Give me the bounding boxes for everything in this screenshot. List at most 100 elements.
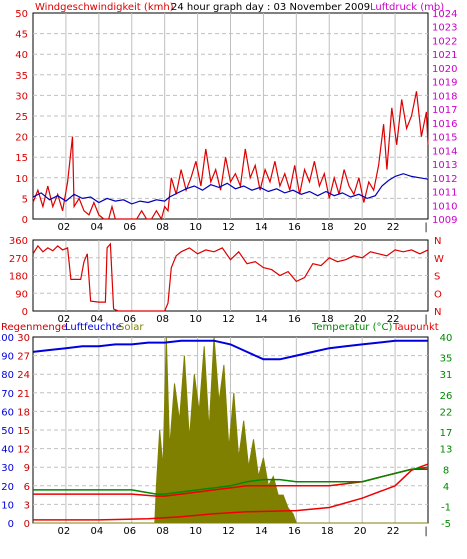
x-tick-label: 08 <box>156 314 169 325</box>
x-tick-label: | <box>424 526 427 537</box>
y-right-tick-label: 1024 <box>432 9 457 20</box>
y-left-tick-label: 50 <box>15 9 28 20</box>
temperature-tick-label: -1 <box>441 502 451 513</box>
y-right-tick-label: 1013 <box>432 160 457 171</box>
humidity-tick-label: 80 <box>1 370 14 381</box>
x-tick-label: 02 <box>58 314 71 325</box>
pressure-axis-label: Luftdruck (mb) <box>370 2 444 13</box>
humidity-tick-label: 10 <box>1 500 14 511</box>
temperature-tick-label: 22 <box>440 407 453 418</box>
rain-tick-label: 3 <box>24 500 30 511</box>
compass-label: S <box>434 272 440 283</box>
x-tick-label: 14 <box>255 526 268 537</box>
x-tick-label: 16 <box>288 526 301 537</box>
rain-tick-label: 27 <box>17 352 30 363</box>
x-tick-label: 14 <box>255 222 268 233</box>
x-tick-label: 18 <box>321 526 334 537</box>
dewpoint-axis-label: Taupunkt <box>392 322 439 333</box>
y-left-tick-label: 0 <box>22 215 28 226</box>
y-left-tick-label: 20 <box>15 133 28 144</box>
temperature-line <box>33 466 429 495</box>
y-right-tick-label: 1012 <box>432 174 457 185</box>
y-right-tick-label: 1015 <box>432 133 457 144</box>
direction-line <box>32 242 429 312</box>
rain-line <box>33 463 429 521</box>
y-left-tick-label: 45 <box>15 30 28 41</box>
humidity-tick-label: 30 <box>1 463 14 474</box>
x-tick-label: 20 <box>354 222 367 233</box>
humidity-tick-label: 60 <box>1 407 14 418</box>
rain-tick-label: 12 <box>17 445 30 456</box>
y-right-tick-label: 1014 <box>432 146 457 157</box>
x-tick-label: 08 <box>156 222 169 233</box>
pressure-line <box>32 173 429 205</box>
y-right-tick-label: 1011 <box>432 188 457 199</box>
compass-label: N <box>434 236 441 247</box>
humidity-tick-label: 50 <box>1 426 14 437</box>
x-tick-label: 06 <box>123 222 136 233</box>
x-tick-label: 02 <box>58 526 71 537</box>
y-right-tick-label: 1019 <box>432 78 457 89</box>
y-left-tick-label: 15 <box>15 153 28 164</box>
x-tick-label: 02 <box>58 222 71 233</box>
humidity-tick-label: 90 <box>1 352 14 363</box>
rain-tick-label: 30 <box>17 333 30 344</box>
rain-tick-label: 24 <box>17 370 30 381</box>
wind-axis-label: Windgeschwindigkeit (kmh) <box>35 2 174 13</box>
compass-label: N <box>434 307 441 318</box>
y-left-tick-label: 40 <box>15 50 28 61</box>
x-tick-label: 10 <box>189 222 202 233</box>
temperature-tick-label: 31 <box>440 370 453 381</box>
wind-line <box>32 91 429 221</box>
temperature-axis-label: Temperatur (°C) <box>311 322 392 333</box>
x-tick-label: 16 <box>288 314 301 325</box>
x-tick-label: 22 <box>387 314 400 325</box>
y-left-tick-label: 0 <box>22 307 28 318</box>
temperature-tick-label: -5 <box>441 519 451 530</box>
rain-axis-label: Regenmenge <box>1 322 67 333</box>
x-tick-label: 20 <box>354 526 367 537</box>
y-left-tick-label: 25 <box>15 112 28 123</box>
y-right-tick-label: 1017 <box>432 105 457 116</box>
y-left-tick-label: 10 <box>15 174 28 185</box>
y-right-tick-label: 1010 <box>432 201 457 212</box>
x-tick-label: 12 <box>222 526 235 537</box>
humidity-axis-label: Luftfeuchte <box>65 322 122 333</box>
temperature-tick-label: 8 <box>443 465 449 476</box>
humidity-tick-label: 40 <box>1 445 14 456</box>
chart-title: 24 hour graph day : 03 November 2009 <box>171 2 370 13</box>
x-tick-label: 10 <box>189 314 202 325</box>
x-tick-label: 10 <box>189 526 202 537</box>
temperature-tick-label: 26 <box>440 391 453 402</box>
x-tick-label: 12 <box>222 222 235 233</box>
humidity-line <box>32 339 428 361</box>
x-tick-label: 22 <box>387 222 400 233</box>
y-left-tick-label: 270 <box>9 254 28 265</box>
rain-tick-label: 15 <box>17 426 30 437</box>
rain-tick-label: 9 <box>24 463 30 474</box>
y-left-tick-label: 180 <box>9 272 28 283</box>
y-left-tick-label: 360 <box>9 236 28 247</box>
temperature-tick-label: 40 <box>440 333 453 344</box>
solar-axis-label: Solar <box>118 322 144 333</box>
humidity-tick-label: 100 <box>0 333 14 344</box>
rain-tick-label: 21 <box>17 389 30 400</box>
humidity-tick-label: 70 <box>1 389 14 400</box>
compass-label: O <box>434 289 442 300</box>
x-tick-label: | <box>424 314 427 325</box>
x-tick-label: 08 <box>156 526 169 537</box>
y-right-tick-label: 1022 <box>432 36 457 47</box>
compass-label: W <box>434 254 444 265</box>
rain-tick-label: 0 <box>24 519 30 530</box>
y-right-tick-label: 1020 <box>432 64 457 75</box>
x-tick-label: 04 <box>90 314 103 325</box>
x-tick-label: 06 <box>123 314 136 325</box>
rain-tick-label: 6 <box>24 482 30 493</box>
y-right-tick-label: 1021 <box>432 50 457 61</box>
y-left-tick-label: 30 <box>15 91 28 102</box>
x-tick-label: 04 <box>90 526 103 537</box>
x-tick-label: 16 <box>288 222 301 233</box>
x-tick-label: | <box>424 222 427 233</box>
humidity-tick-label: 0 <box>8 519 14 530</box>
